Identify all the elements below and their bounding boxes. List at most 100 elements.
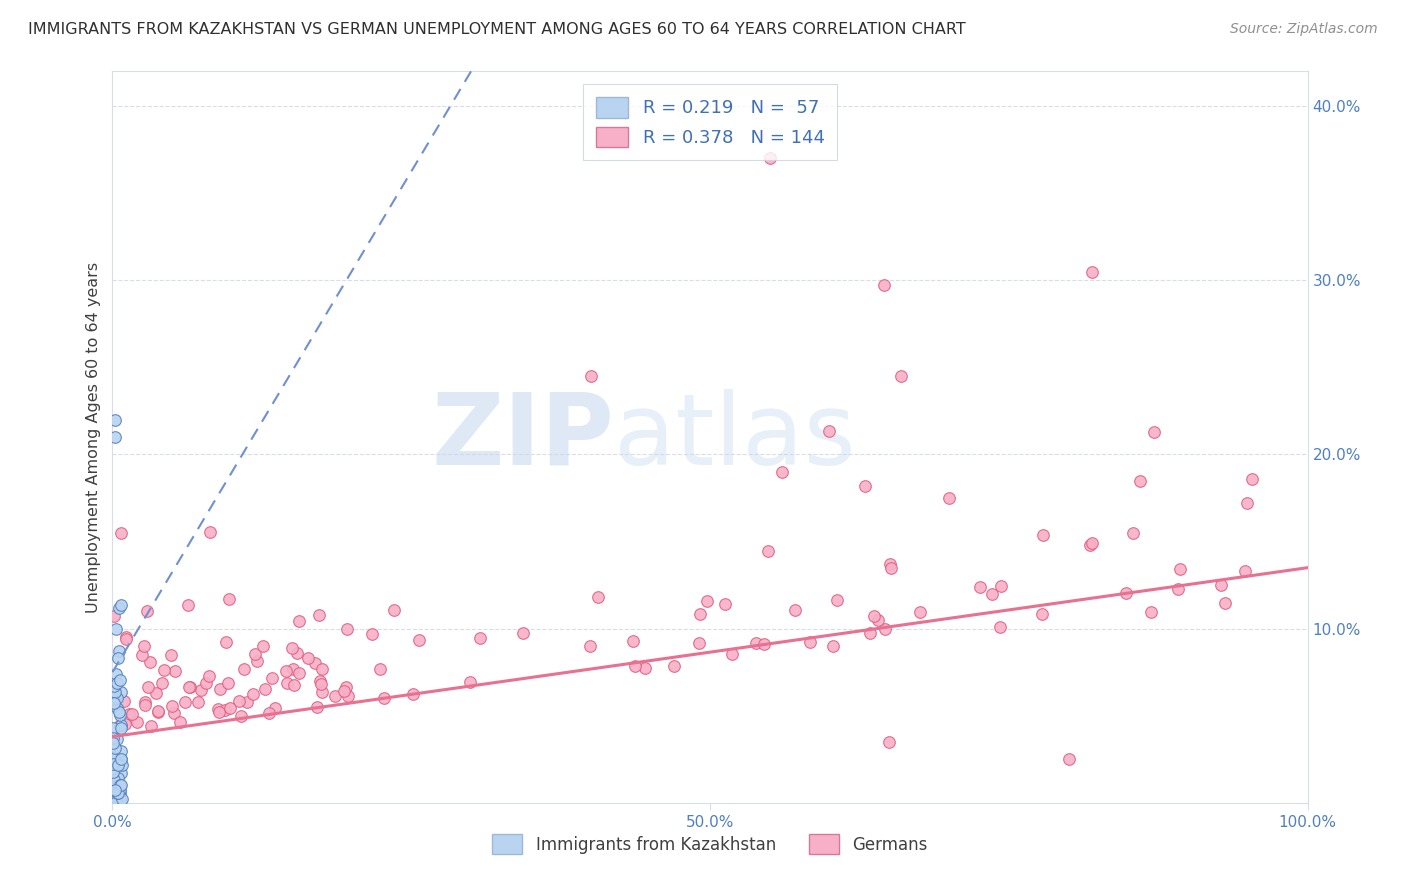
Point: [103, 609, 125, 624]
Point: [108, 778, 131, 792]
Point: [297, 651, 319, 665]
Point: [104, 430, 127, 444]
Point: [859, 626, 882, 640]
Point: [217, 675, 239, 690]
Point: [228, 694, 250, 708]
Point: [134, 639, 156, 653]
Point: [1168, 562, 1191, 576]
Point: [174, 695, 197, 709]
Point: [110, 598, 132, 612]
Point: [110, 752, 132, 766]
Point: [134, 696, 156, 710]
Point: [309, 677, 332, 691]
Text: ZIP: ZIP: [432, 389, 614, 485]
Legend: Immigrants from Kazakhstan, Germans: Immigrants from Kazakhstan, Germans: [485, 828, 935, 860]
Point: [373, 690, 395, 705]
Point: [783, 603, 806, 617]
Point: [110, 718, 132, 732]
Point: [110, 721, 132, 735]
Point: [108, 786, 131, 800]
Point: [218, 592, 240, 607]
Point: [108, 644, 131, 658]
Point: [1142, 425, 1164, 439]
Point: [468, 631, 491, 645]
Point: [233, 662, 256, 676]
Point: [634, 661, 657, 675]
Point: [110, 685, 132, 699]
Point: [103, 683, 125, 698]
Point: [333, 684, 356, 698]
Point: [107, 757, 129, 772]
Point: [460, 674, 482, 689]
Point: [139, 719, 162, 733]
Point: [1129, 474, 1152, 488]
Point: [274, 664, 297, 678]
Point: [512, 626, 534, 640]
Point: [108, 793, 131, 807]
Point: [105, 667, 128, 681]
Point: [242, 687, 264, 701]
Point: [107, 650, 129, 665]
Point: [139, 655, 162, 669]
Point: [108, 600, 131, 615]
Point: [368, 661, 391, 675]
Point: [276, 676, 298, 690]
Point: [194, 676, 217, 690]
Point: [283, 662, 305, 676]
Point: [108, 707, 131, 722]
Point: [111, 792, 134, 806]
Point: [1167, 582, 1189, 596]
Point: [873, 277, 896, 292]
Point: [136, 680, 159, 694]
Point: [103, 681, 125, 696]
Point: [110, 717, 132, 731]
Point: [198, 524, 221, 539]
Point: [855, 479, 877, 493]
Text: atlas: atlas: [614, 389, 856, 485]
Point: [160, 648, 183, 662]
Point: [104, 749, 127, 764]
Point: [311, 685, 333, 699]
Point: [245, 647, 267, 661]
Point: [104, 685, 127, 699]
Point: [169, 714, 191, 729]
Point: [408, 632, 430, 647]
Point: [288, 614, 311, 628]
Point: [127, 714, 149, 729]
Point: [101, 756, 124, 771]
Point: [163, 706, 186, 720]
Point: [105, 690, 128, 705]
Point: [110, 766, 132, 780]
Point: [262, 671, 284, 685]
Point: [1122, 525, 1144, 540]
Point: [257, 706, 280, 720]
Point: [101, 721, 124, 735]
Point: [744, 636, 766, 650]
Point: [101, 731, 124, 745]
Point: [662, 659, 685, 673]
Point: [115, 632, 138, 646]
Point: [714, 597, 737, 611]
Point: [153, 663, 176, 677]
Text: Source: ZipAtlas.com: Source: ZipAtlas.com: [1230, 22, 1378, 37]
Point: [287, 665, 309, 680]
Point: [118, 707, 141, 722]
Point: [101, 785, 124, 799]
Point: [823, 639, 845, 653]
Point: [756, 544, 779, 558]
Point: [187, 695, 209, 709]
Point: [754, 637, 776, 651]
Point: [621, 633, 644, 648]
Point: [1209, 578, 1232, 592]
Point: [879, 735, 901, 749]
Point: [688, 636, 710, 650]
Point: [103, 753, 125, 767]
Point: [177, 680, 200, 694]
Point: [179, 680, 201, 694]
Point: [177, 599, 200, 613]
Point: [101, 765, 124, 780]
Point: [101, 736, 124, 750]
Point: [103, 679, 125, 693]
Point: [145, 686, 167, 700]
Point: [215, 634, 238, 648]
